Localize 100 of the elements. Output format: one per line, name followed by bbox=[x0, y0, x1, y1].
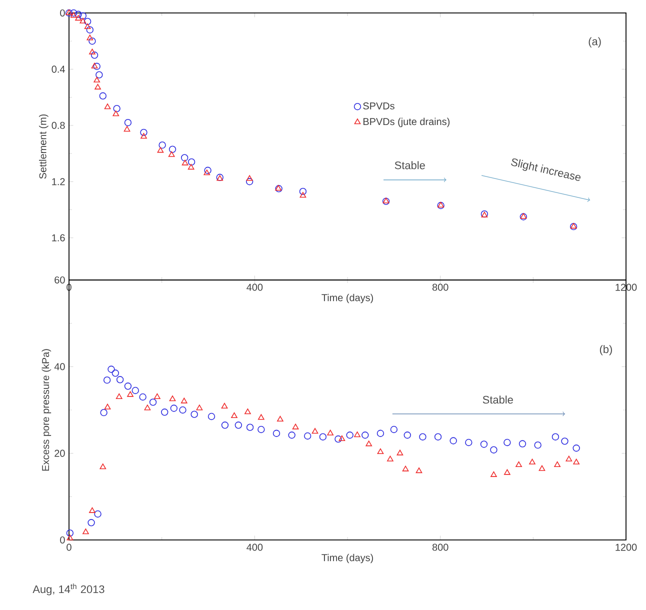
point bbox=[93, 62, 100, 70]
point bbox=[366, 440, 372, 446]
y-tick-label: 1.6 bbox=[52, 234, 65, 242]
point bbox=[188, 158, 196, 166]
point bbox=[86, 26, 94, 34]
point bbox=[127, 391, 134, 397]
point bbox=[190, 410, 198, 418]
point bbox=[221, 422, 229, 429]
point bbox=[244, 408, 251, 414]
point bbox=[66, 534, 74, 540]
point bbox=[272, 430, 280, 437]
point bbox=[554, 461, 560, 468]
point bbox=[465, 438, 472, 446]
point bbox=[208, 412, 216, 420]
point bbox=[86, 34, 94, 40]
point bbox=[180, 398, 188, 404]
point bbox=[231, 412, 238, 418]
point bbox=[157, 147, 164, 153]
point bbox=[158, 141, 166, 149]
point bbox=[144, 404, 151, 410]
y-tick-label: 0 bbox=[60, 9, 65, 17]
point bbox=[334, 435, 342, 443]
y-axis-title: Settlement (m) bbox=[39, 114, 48, 179]
point bbox=[434, 433, 442, 440]
point bbox=[450, 437, 457, 444]
point bbox=[96, 71, 103, 78]
legend-label: BPVDs (jute drains) bbox=[363, 118, 450, 128]
point bbox=[258, 414, 264, 420]
point bbox=[140, 133, 147, 139]
point bbox=[304, 432, 312, 440]
text: Aug, 14$^{th}$ 2013 bbox=[32, 583, 104, 596]
x-axis-title: Time (days) bbox=[322, 294, 373, 304]
point bbox=[538, 465, 546, 471]
point bbox=[104, 104, 111, 110]
point bbox=[312, 428, 318, 434]
point bbox=[140, 128, 148, 136]
point bbox=[204, 170, 210, 176]
point bbox=[419, 433, 426, 440]
point bbox=[516, 461, 522, 468]
point bbox=[196, 404, 203, 410]
point bbox=[292, 424, 299, 430]
x-axis-title: Time (days) bbox=[322, 554, 373, 564]
point bbox=[94, 510, 102, 518]
point bbox=[572, 444, 580, 452]
y-tick-label: 20 bbox=[54, 450, 65, 457]
point bbox=[377, 448, 384, 454]
point bbox=[362, 432, 369, 439]
point bbox=[490, 471, 497, 477]
point bbox=[319, 433, 327, 440]
y-tick-label: 0 bbox=[60, 536, 65, 544]
point bbox=[100, 408, 108, 416]
point bbox=[70, 12, 77, 18]
y-tick-label: 0.8 bbox=[52, 122, 65, 129]
point bbox=[94, 84, 101, 90]
x-tick-label: 1200 bbox=[616, 544, 637, 551]
point bbox=[112, 110, 120, 116]
point bbox=[561, 438, 568, 445]
point bbox=[390, 426, 398, 434]
point bbox=[338, 435, 346, 442]
point bbox=[169, 396, 176, 402]
y-tick-label: 1.2 bbox=[52, 178, 65, 186]
point bbox=[88, 519, 95, 526]
point bbox=[552, 433, 560, 440]
point bbox=[84, 23, 91, 30]
point bbox=[327, 430, 334, 436]
point bbox=[113, 104, 120, 112]
point bbox=[124, 382, 132, 390]
point bbox=[416, 467, 422, 474]
y-tick-label: 40 bbox=[54, 363, 65, 370]
point bbox=[168, 151, 175, 157]
point bbox=[299, 188, 307, 196]
point bbox=[180, 154, 188, 162]
point bbox=[149, 398, 157, 406]
x-tick-label: 0 bbox=[66, 544, 72, 551]
point bbox=[387, 456, 394, 462]
annotation: (b) bbox=[600, 345, 612, 356]
point bbox=[103, 376, 111, 384]
point bbox=[182, 160, 188, 166]
point bbox=[170, 404, 178, 412]
point bbox=[89, 48, 96, 54]
point bbox=[80, 18, 86, 24]
point bbox=[246, 178, 254, 186]
point bbox=[246, 424, 254, 431]
point bbox=[104, 404, 111, 410]
point bbox=[66, 529, 74, 537]
y-axis-title: Excess pore pressure (kPa) bbox=[42, 349, 52, 471]
point bbox=[529, 458, 536, 464]
point bbox=[89, 507, 96, 513]
y-tick-label: 0.4 bbox=[52, 66, 65, 73]
point bbox=[404, 432, 411, 439]
point bbox=[139, 393, 146, 401]
point bbox=[116, 393, 122, 399]
point bbox=[277, 416, 284, 422]
point bbox=[354, 432, 360, 438]
point bbox=[204, 166, 212, 174]
y-tick-label: 60 bbox=[54, 276, 65, 284]
point bbox=[490, 446, 498, 454]
point bbox=[124, 126, 130, 132]
point bbox=[90, 52, 98, 59]
annotation: (a) bbox=[588, 37, 601, 48]
